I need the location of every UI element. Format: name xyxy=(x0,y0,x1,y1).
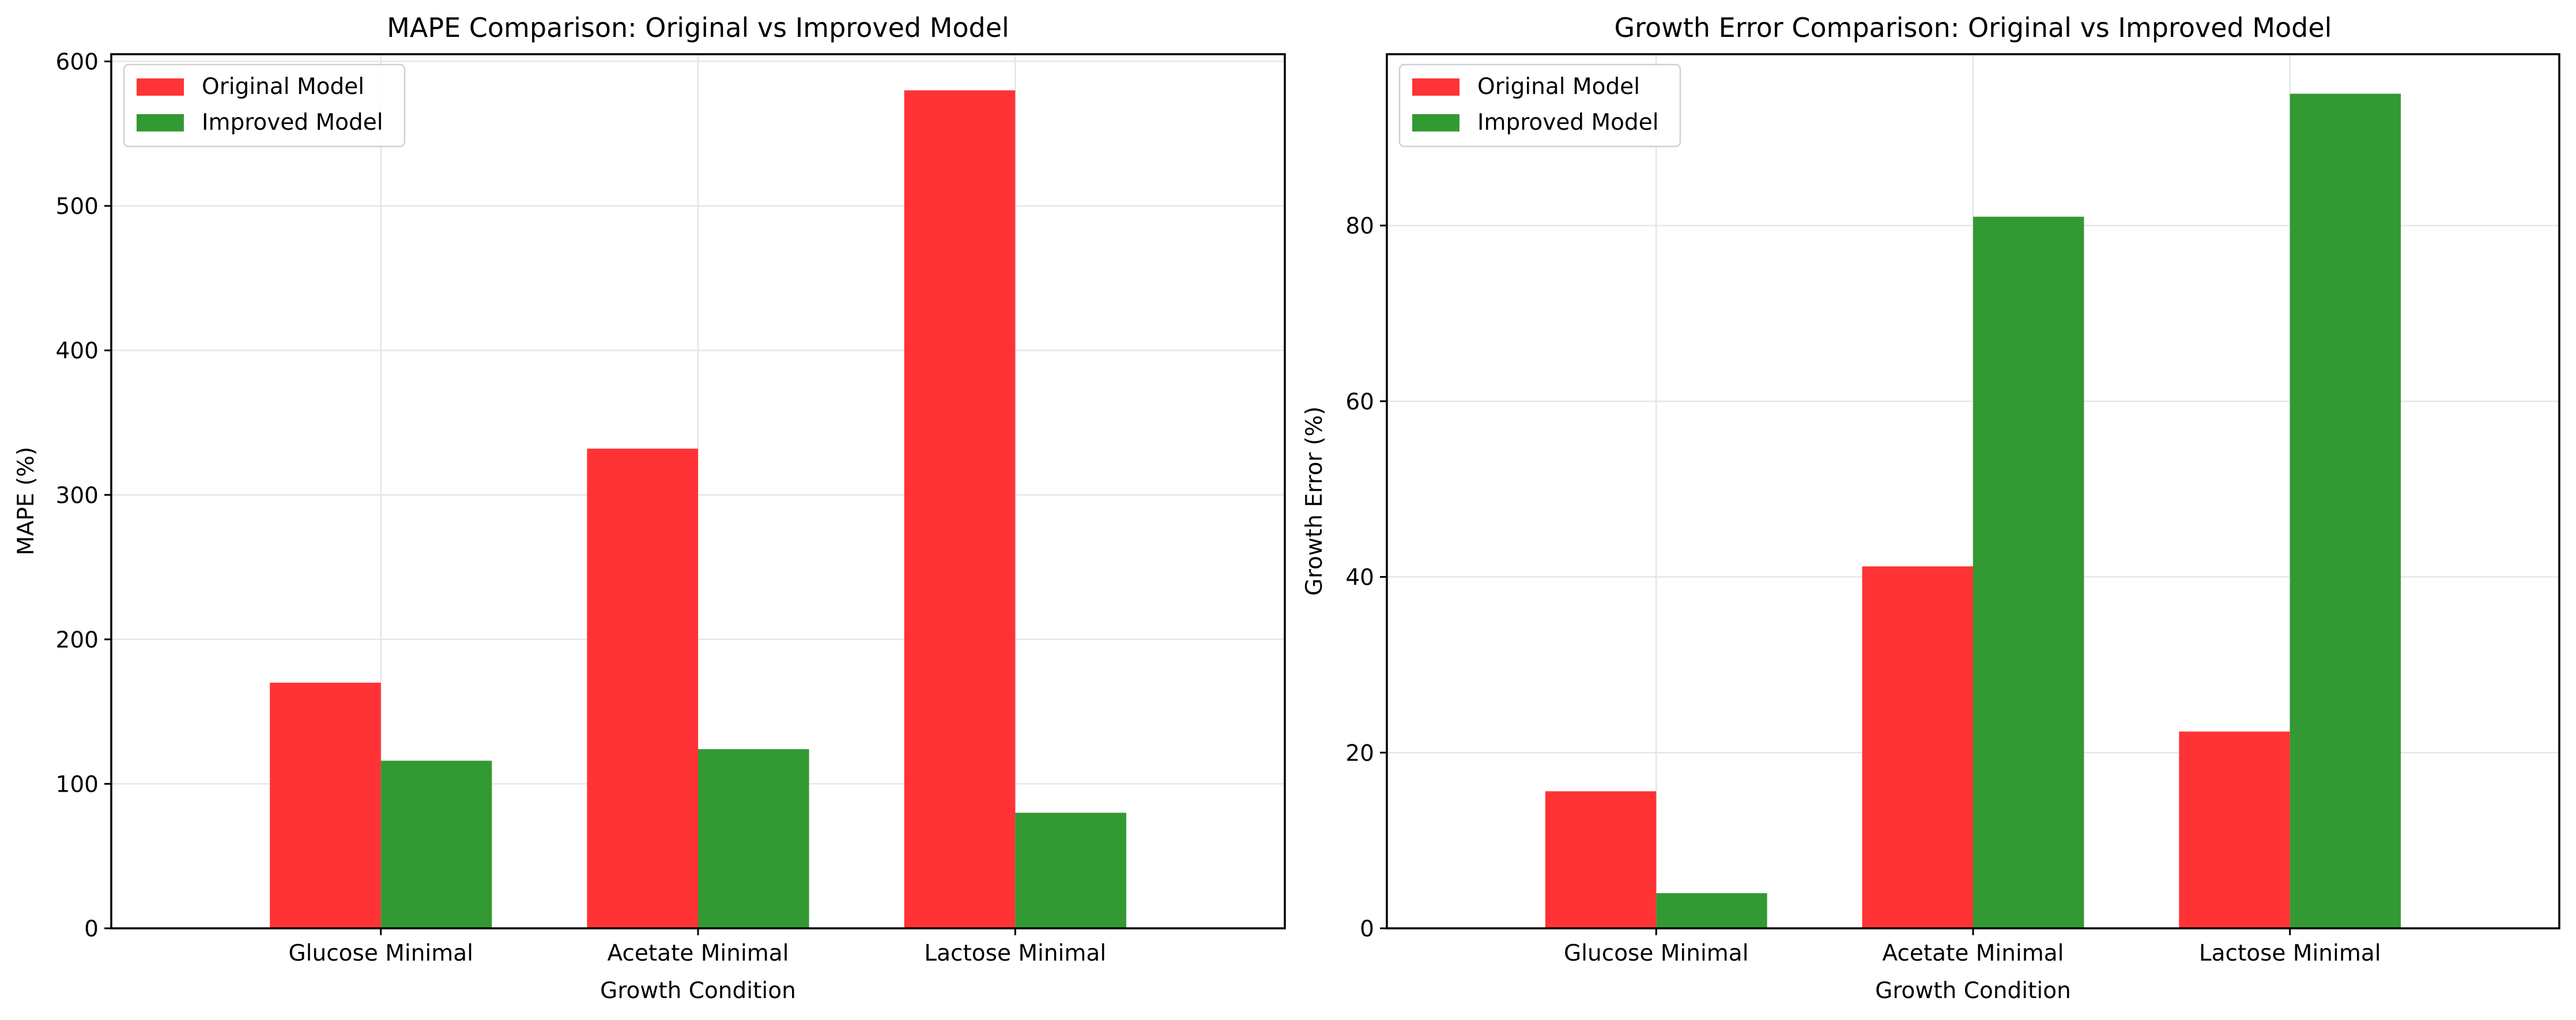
x-axis-label: Growth Condition xyxy=(1875,978,2071,1004)
legend-box xyxy=(123,63,406,148)
legend-swatch xyxy=(1412,78,1459,96)
y-tick-label: 100 xyxy=(56,771,99,797)
growth-error-chart: Growth Error Comparison: Original vs Imp… xyxy=(1302,12,2560,1004)
legend-swatch xyxy=(137,114,184,131)
legend: Original Model Improved Model xyxy=(123,63,406,148)
legend-swatch xyxy=(1412,114,1459,131)
y-tick-label: 500 xyxy=(56,194,99,220)
y-tick-label: 60 xyxy=(1345,389,1374,415)
legend-box xyxy=(1398,63,1681,148)
bars xyxy=(270,90,1126,928)
bar xyxy=(587,449,698,928)
x-tick-label: Lactose Minimal xyxy=(924,940,1106,966)
axes-frame xyxy=(110,53,1286,929)
bar xyxy=(270,683,381,928)
y-tick-label: 400 xyxy=(56,338,99,364)
bar xyxy=(1545,791,1657,928)
y-axis-label: MAPE (%) xyxy=(13,447,39,555)
x-axis-label: Growth Condition xyxy=(600,978,796,1004)
legend-label: Improved Model xyxy=(202,110,383,136)
axes-frame xyxy=(1386,53,2560,929)
x-tick-label: Lactose Minimal xyxy=(2199,940,2381,966)
legend: Original Model Improved Model xyxy=(1398,63,1681,148)
bar xyxy=(904,90,1016,928)
y-tick-label: 40 xyxy=(1345,565,1374,591)
mape-chart: MAPE Comparison: Original vs Improved Mo… xyxy=(13,12,1286,1004)
y-tick-label: 300 xyxy=(56,483,99,509)
legend-swatch xyxy=(137,78,184,96)
y-tick-label: 0 xyxy=(84,916,99,942)
bar xyxy=(1862,566,1973,928)
bar xyxy=(1973,216,2084,928)
y-tick-label: 20 xyxy=(1345,740,1374,766)
legend-label: Improved Model xyxy=(1477,110,1659,136)
bar xyxy=(2179,731,2290,928)
bar xyxy=(2290,93,2401,928)
y-axis-label: Growth Error (%) xyxy=(1302,407,1327,596)
y-tick-label: 80 xyxy=(1345,213,1374,239)
x-tick-label: Glucose Minimal xyxy=(1564,940,1749,966)
bar xyxy=(1015,812,1126,928)
x-tick-label: Acetate Minimal xyxy=(607,940,789,966)
bars xyxy=(1545,93,2401,928)
chart-title: MAPE Comparison: Original vs Improved Mo… xyxy=(387,12,1009,43)
x-tick-label: Acetate Minimal xyxy=(1882,940,2064,966)
y-tick-label: 0 xyxy=(1360,916,1374,942)
legend-label: Original Model xyxy=(1477,74,1640,100)
y-tick-label: 200 xyxy=(56,627,99,653)
legend-label: Original Model xyxy=(202,74,364,100)
ticks: 0 100 200 300 400 500 600 Glucose Minimal Acetat… xyxy=(56,50,1107,966)
bar xyxy=(380,761,492,928)
y-tick-label: 600 xyxy=(56,50,99,76)
bar xyxy=(1656,893,1767,928)
chart-title: Growth Error Comparison: Original vs Imp… xyxy=(1615,12,2332,43)
bar xyxy=(698,749,809,928)
x-tick-label: Glucose Minimal xyxy=(288,940,473,966)
ticks: 0 20 40 60 80 Glucose Minimal Acetate Minimal L… xyxy=(1345,213,2381,966)
